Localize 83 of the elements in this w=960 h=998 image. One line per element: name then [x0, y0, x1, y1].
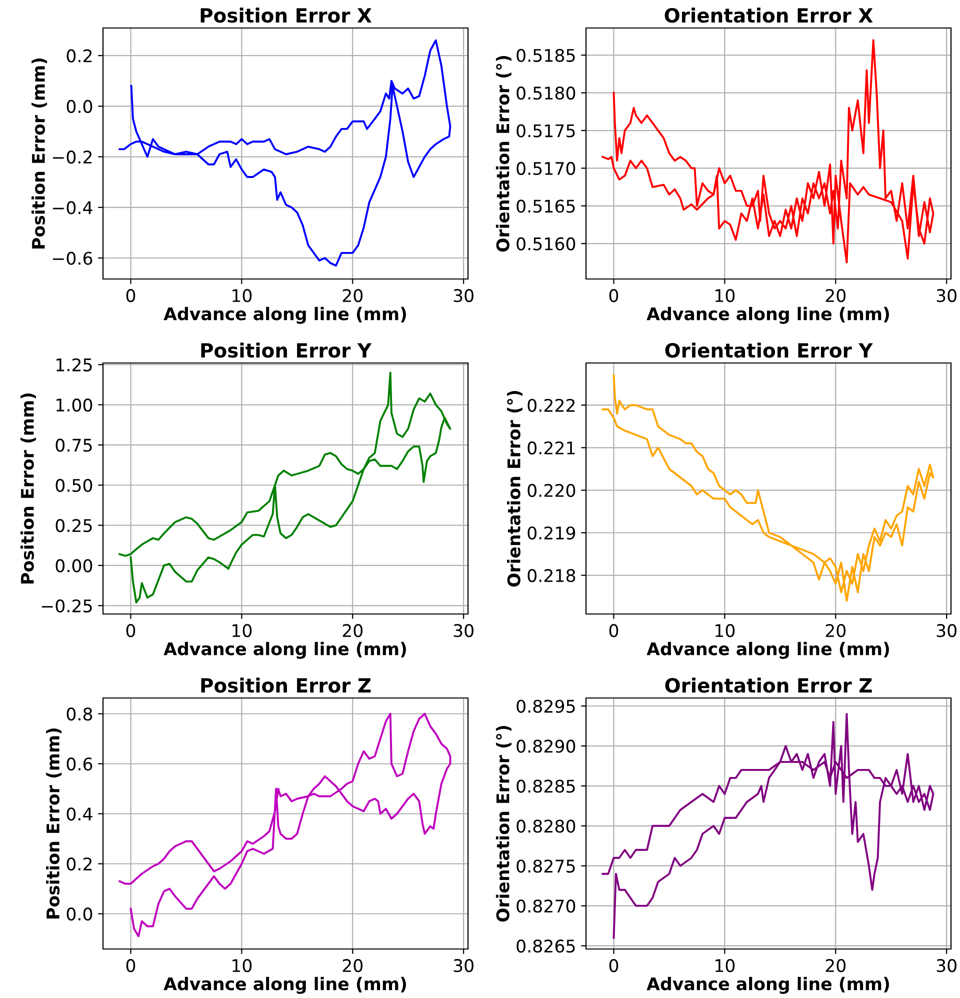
chart-title: Orientation Error Z — [665, 678, 872, 693]
x-tick-label: 10 — [232, 624, 252, 638]
y-tick-label: 0.5185 — [516, 48, 575, 62]
y-tick-label: 0.4 — [66, 807, 92, 821]
y-tick-label: 0.2 — [66, 857, 92, 871]
x-tick-label: 30 — [454, 624, 474, 638]
x-tick-label: 0 — [609, 959, 618, 972]
x-tick-label: 0 — [126, 624, 136, 638]
line-series — [602, 39, 934, 264]
y-tick-label: 0.0 — [66, 907, 92, 921]
x-tick-label: 20 — [342, 289, 363, 302]
y-tick-label: −0.4 — [52, 201, 92, 214]
y-tick-label: 0.5160 — [516, 237, 576, 250]
y-tick-label: 0.2 — [66, 49, 92, 62]
chart-title: Position Error Y — [201, 342, 372, 358]
y-tick-label: 0.8265 — [516, 940, 575, 953]
x-tick-label: 30 — [936, 959, 956, 972]
x-tick-label: 0 — [126, 959, 136, 972]
y-tick-label: 0.50 — [56, 478, 92, 492]
y-axis-title: Position Error (mm) — [20, 393, 36, 584]
chart-title: Position Error X — [200, 8, 372, 23]
y-tick-label: −0.6 — [52, 252, 92, 265]
x-tick-label: 10 — [232, 289, 252, 302]
x-tick-label: 0 — [126, 289, 136, 302]
x-axis-title: Advance along line (mm) — [646, 306, 889, 324]
y-tick-label: 0.8290 — [516, 740, 576, 753]
x-tick-label: 20 — [342, 624, 363, 638]
x-tick-label: 30 — [454, 959, 474, 972]
y-tick-label: 0.5165 — [516, 200, 575, 213]
y-tick-label: 0.5170 — [516, 162, 576, 176]
y-tick-label: 0.218 — [528, 568, 576, 582]
x-tick-label: 30 — [936, 289, 956, 302]
y-tick-label: 0.0 — [66, 100, 92, 114]
x-tick-label: 0 — [609, 289, 618, 302]
y-tick-label: 0.220 — [528, 484, 576, 498]
y-tick-label: −0.2 — [52, 150, 92, 164]
x-axis-title: Advance along line (mm) — [164, 306, 406, 324]
y-tick-label: 0.222 — [528, 398, 575, 412]
x-tick-label: 30 — [936, 624, 956, 638]
y-tick-label: 0.8295 — [516, 700, 575, 713]
y-tick-label: 1.00 — [56, 398, 92, 412]
y-tick-label: 0.8285 — [516, 780, 575, 793]
y-tick-label: 0.8275 — [516, 860, 575, 873]
y-tick-label: 0.6 — [66, 757, 92, 771]
x-axis-title: Advance along line (mm) — [164, 642, 406, 659]
x-tick-label: 20 — [826, 289, 846, 302]
line-series — [602, 713, 934, 939]
y-tick-label: 1.25 — [56, 358, 92, 372]
x-tick-label: 10 — [716, 289, 735, 302]
y-tick-label: 0.219 — [528, 526, 576, 540]
line-series — [118, 712, 452, 938]
x-tick-label: 30 — [454, 289, 474, 302]
x-tick-label: 20 — [826, 624, 846, 638]
line-series — [602, 374, 934, 602]
x-tick-label: 20 — [342, 959, 363, 972]
x-tick-label: 10 — [716, 959, 735, 972]
y-axis-title: Orientation Error (°) — [496, 56, 512, 252]
y-tick-label: 0.8 — [66, 707, 92, 721]
y-axis-title: Position Error (mm) — [32, 58, 48, 248]
y-tick-label: 0.25 — [56, 519, 92, 532]
chart-title: Position Error Z — [201, 678, 371, 693]
y-tick-label: −0.25 — [42, 599, 92, 612]
y-tick-label: 0.5175 — [516, 124, 575, 138]
y-tick-label: 0.5180 — [516, 86, 576, 100]
x-tick-label: 20 — [826, 959, 846, 972]
y-axis-title: Orientation Error (°) — [506, 390, 522, 587]
y-tick-label: 0.8280 — [516, 820, 576, 833]
x-axis-title: Advance along line (mm) — [164, 976, 406, 994]
x-axis-title: Advance along line (mm) — [646, 642, 889, 659]
x-axis-title: Advance along line (mm) — [646, 976, 889, 994]
chart-title: Orientation Error X — [664, 8, 873, 23]
y-axis-title: Position Error (mm) — [46, 728, 62, 918]
chart-title: Orientation Error Y — [665, 342, 873, 358]
x-tick-label: 10 — [232, 959, 252, 972]
x-tick-label: 10 — [716, 624, 735, 638]
y-tick-label: 0.75 — [56, 438, 92, 452]
y-tick-label: 0.8270 — [516, 900, 576, 913]
y-tick-label: 0.00 — [56, 559, 92, 572]
line-series — [118, 39, 452, 267]
line-series — [118, 372, 452, 604]
x-tick-label: 0 — [609, 624, 618, 638]
y-tick-label: 0.221 — [528, 441, 575, 454]
y-axis-title: Orientation Error (°) — [496, 726, 512, 922]
